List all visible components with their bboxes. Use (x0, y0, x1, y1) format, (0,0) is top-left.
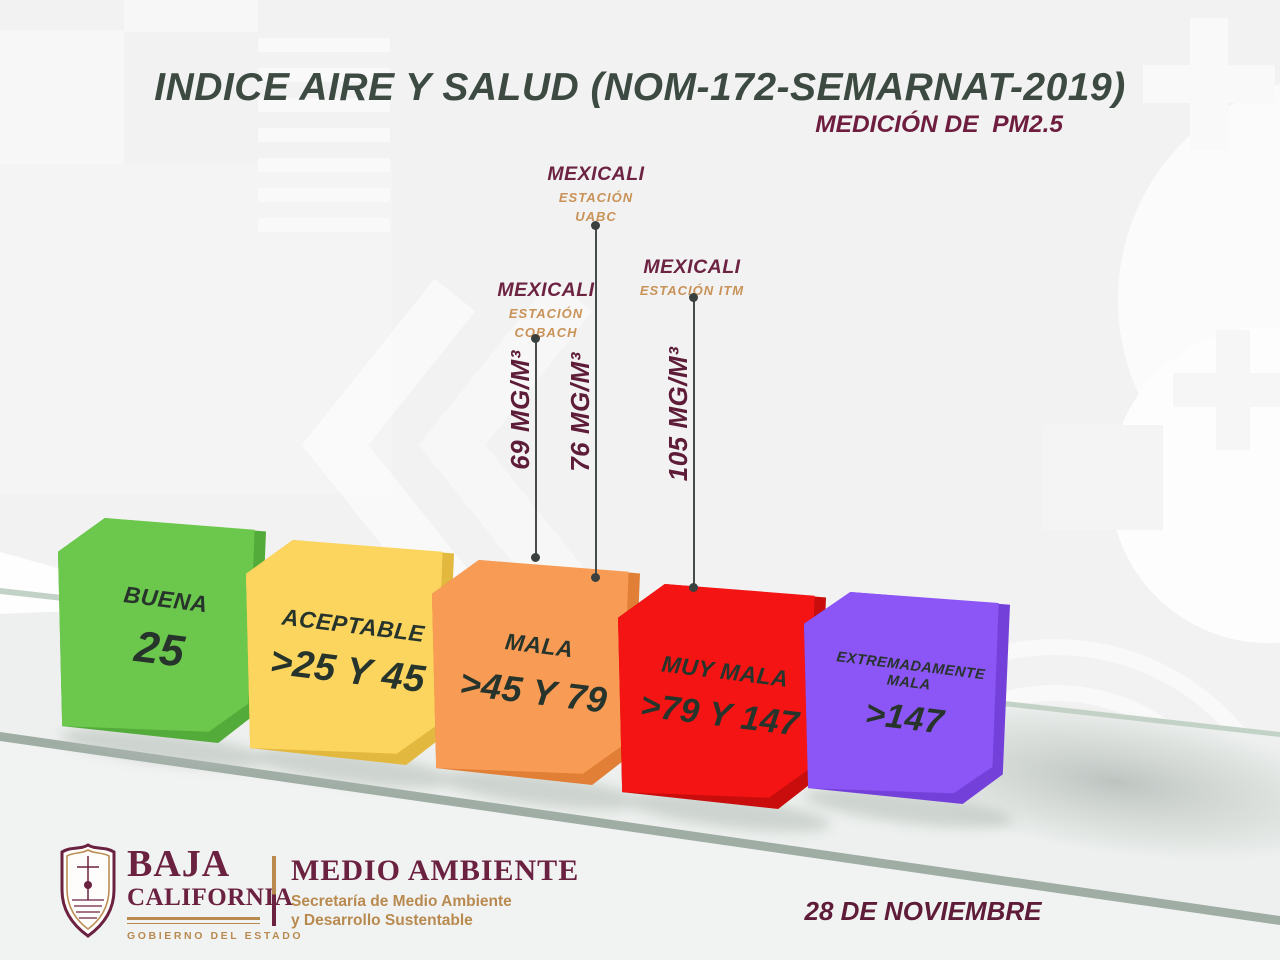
cube-front-face (618, 584, 815, 798)
category-cube-aceptable: ACEPTABLE >25 Y 45 (246, 540, 454, 765)
category-cube-extremadamente-mala: EXTREMADAMENTE MALA >147 (804, 592, 1010, 804)
logo-medio-ambiente: MEDIO AMBIENTE Secretaría de Medio Ambie… (291, 854, 579, 930)
leader-dot (689, 583, 698, 592)
category-cube-buena: BUENA 25 (58, 518, 266, 743)
bg-stripes (258, 38, 390, 232)
station-name-line2: COBACH (514, 325, 578, 340)
bg-block (124, 0, 258, 32)
dept-title: MEDIO AMBIENTE (291, 854, 580, 887)
bg-plus (1173, 330, 1280, 450)
category-range: >147 (863, 694, 946, 742)
logo-california-text: CALIFORNIA (127, 884, 294, 912)
logo-underline-2 (127, 923, 260, 925)
station-callout-cobach: MEXICALI ESTACIÓN COBACH (436, 279, 656, 340)
logo-underline (127, 917, 260, 921)
category-label: MALA (503, 628, 575, 663)
station-callout-itm: MEXICALI ESTACIÓN ITM (582, 256, 802, 298)
page-title: INDICE AIRE Y SALUD (NOM-172-SEMARNAT-20… (154, 66, 1126, 109)
station-callout-uabc: MEXICALI ESTACIÓN UABC (486, 163, 706, 224)
bg-chevrons (301, 278, 593, 612)
category-range: >45 Y 79 (457, 661, 610, 721)
station-name-line1: ESTACIÓN (508, 306, 584, 321)
cube-front-face (804, 592, 999, 794)
category-label: BUENA (122, 581, 210, 618)
category-range: >25 Y 45 (267, 640, 428, 702)
leader-dot (591, 221, 600, 230)
category-label: ACEPTABLE (280, 603, 427, 647)
logo-baja-california: BAJA CALIFORNIA GOBIERNO DEL ESTADO (127, 843, 304, 943)
station-city: MEXICALI (643, 256, 741, 278)
category-label: MUY MALA (660, 650, 790, 692)
station-city: MEXICALI (547, 163, 645, 185)
category-cube-mala: MALA >45 Y 79 (432, 560, 640, 785)
leader-dot (689, 293, 698, 302)
report-date: 28 DE NOVIEMBRE (804, 896, 1042, 926)
page-subtitle: MEDICIÓN DE PM2.5 (815, 111, 1063, 138)
cube-front-face (432, 560, 629, 774)
station-city: MEXICALI (497, 279, 595, 301)
bg-plus (1143, 18, 1275, 150)
bg-block (0, 30, 124, 164)
category-cube-muy-mala: MUY MALA >79 Y 147 (618, 584, 826, 809)
logo-gobierno-text: GOBIERNO DEL ESTADO (127, 930, 304, 943)
leader-dot (531, 553, 540, 562)
measurement-cobach: 69 MG/M³ (505, 350, 535, 470)
category-range: 25 (131, 621, 188, 677)
category-range: >79 Y 147 (638, 686, 802, 744)
cube-front-face (58, 518, 255, 732)
cube-front-face (246, 540, 443, 754)
dept-subtitle-line1: Secretaría de Medio Ambiente (291, 893, 512, 910)
platform-lower-band (0, 736, 1280, 960)
logo-baja-text: BAJA (127, 843, 231, 885)
bg-square (1043, 425, 1163, 530)
station-name-line2: UABC (575, 209, 617, 224)
leader-line-uabc (595, 225, 597, 577)
leader-dot (591, 573, 600, 582)
cube-shadows (60, 728, 1013, 832)
platform-front-edge (0, 732, 1280, 925)
leader-line-cobach (535, 338, 537, 557)
leader-line-itm (693, 297, 695, 587)
measurement-itm: 105 MG/M³ (663, 346, 693, 482)
state-crest (60, 843, 116, 938)
dept-subtitle-line2: y Desarrollo Sustentable (291, 911, 473, 929)
logo-divider (272, 856, 276, 926)
station-name-line1: ESTACIÓN ITM (639, 283, 745, 298)
leader-dot (531, 334, 540, 343)
station-name-line1: ESTACIÓN (558, 190, 634, 205)
measurement-uabc: 76 MG/M³ (565, 352, 595, 472)
